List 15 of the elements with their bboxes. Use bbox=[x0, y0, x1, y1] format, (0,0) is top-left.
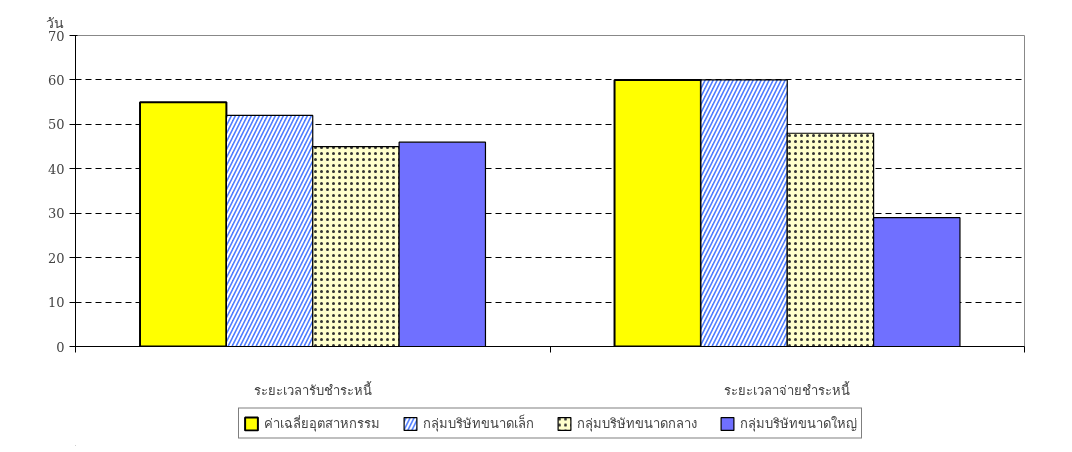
y-tick-label: 50 bbox=[47, 117, 65, 133]
y-tick-label: 70 bbox=[47, 28, 65, 44]
legend-label: กลุ่มบริษัทขนาดกลาง bbox=[576, 414, 697, 434]
x-tick-label: ระยะเวลารับชำระหนี้ bbox=[253, 380, 372, 398]
y-tick-label: 60 bbox=[47, 72, 65, 88]
y-tick-label: 20 bbox=[47, 250, 65, 266]
legend-label: ค่าเฉลี่ยอุตสาหกรรม bbox=[263, 414, 380, 434]
legend-label: กลุ่มบริษัทขนาดใหญ่ bbox=[739, 414, 857, 434]
x-tick-label: ระยะเวลาจ่ายชำระหนี้ bbox=[724, 380, 851, 398]
y-tick-label: 10 bbox=[47, 295, 65, 311]
legend-label: กลุ่มบริษัทขนาดเล็ก bbox=[422, 413, 534, 434]
y-axis-title: วัน bbox=[45, 14, 64, 31]
y-tick-label: 40 bbox=[47, 161, 65, 177]
y-tick-label: 0 bbox=[56, 339, 65, 355]
y-tick-label: 30 bbox=[47, 206, 65, 222]
